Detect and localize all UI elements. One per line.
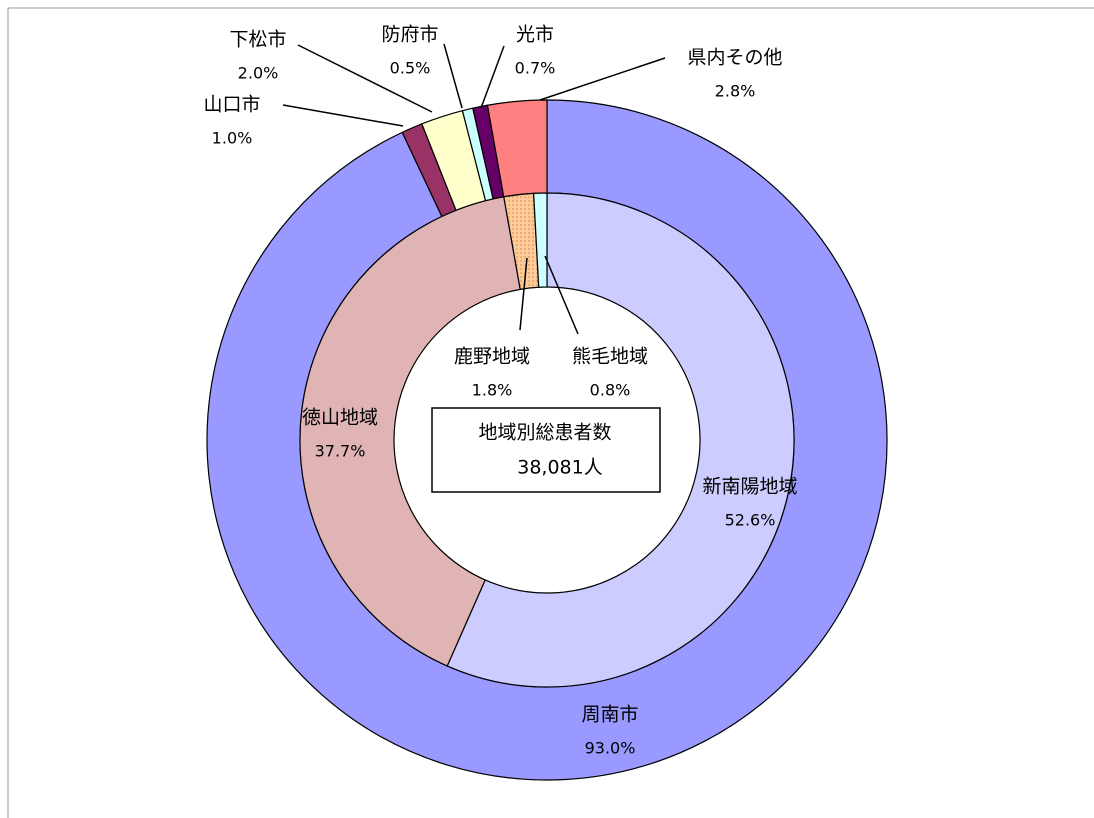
leader-line: [282, 104, 404, 127]
leader-line: [443, 43, 463, 109]
leader-line: [544, 255, 579, 335]
value-label: 1.8%: [472, 381, 513, 400]
annotation-box: [431, 407, 661, 493]
segment: [299, 196, 521, 667]
value-label: 1.0%: [212, 129, 253, 148]
segment-label: 光市: [516, 24, 554, 46]
annotation: 地域別総患者数: [478, 422, 611, 444]
segment-label: 熊毛地域: [572, 346, 648, 368]
segment-label: 防府市: [381, 24, 438, 46]
segment: [446, 192, 795, 688]
segment-label: 県内その他: [687, 47, 782, 69]
value-label: 0.5%: [390, 59, 431, 78]
value-label: 52.6%: [725, 511, 776, 530]
segment-label: 徳山地域: [302, 407, 378, 429]
value-label: 0.8%: [590, 381, 631, 400]
leader-line: [539, 57, 666, 101]
frame: [7, 7, 1094, 818]
segment-label: 山口市: [203, 94, 260, 116]
segment-label: 新南陽地域: [702, 476, 797, 498]
segment-label: 鹿野地域: [454, 346, 530, 368]
value-label: 2.8%: [715, 82, 756, 101]
value-label: 2.0%: [238, 64, 279, 83]
leader-line: [480, 45, 505, 109]
leader-lines: [282, 43, 666, 335]
annotation: 38,081人: [517, 457, 602, 479]
rings: [206, 99, 888, 781]
segment-label: 下松市: [229, 29, 286, 51]
leader-line: [519, 257, 528, 331]
value-label: 93.0%: [585, 739, 636, 758]
value-label: 0.7%: [515, 59, 556, 78]
segment: [533, 192, 548, 288]
leader-line: [297, 44, 433, 113]
segment-label: 周南市: [581, 704, 638, 726]
value-label: 37.7%: [315, 442, 366, 461]
